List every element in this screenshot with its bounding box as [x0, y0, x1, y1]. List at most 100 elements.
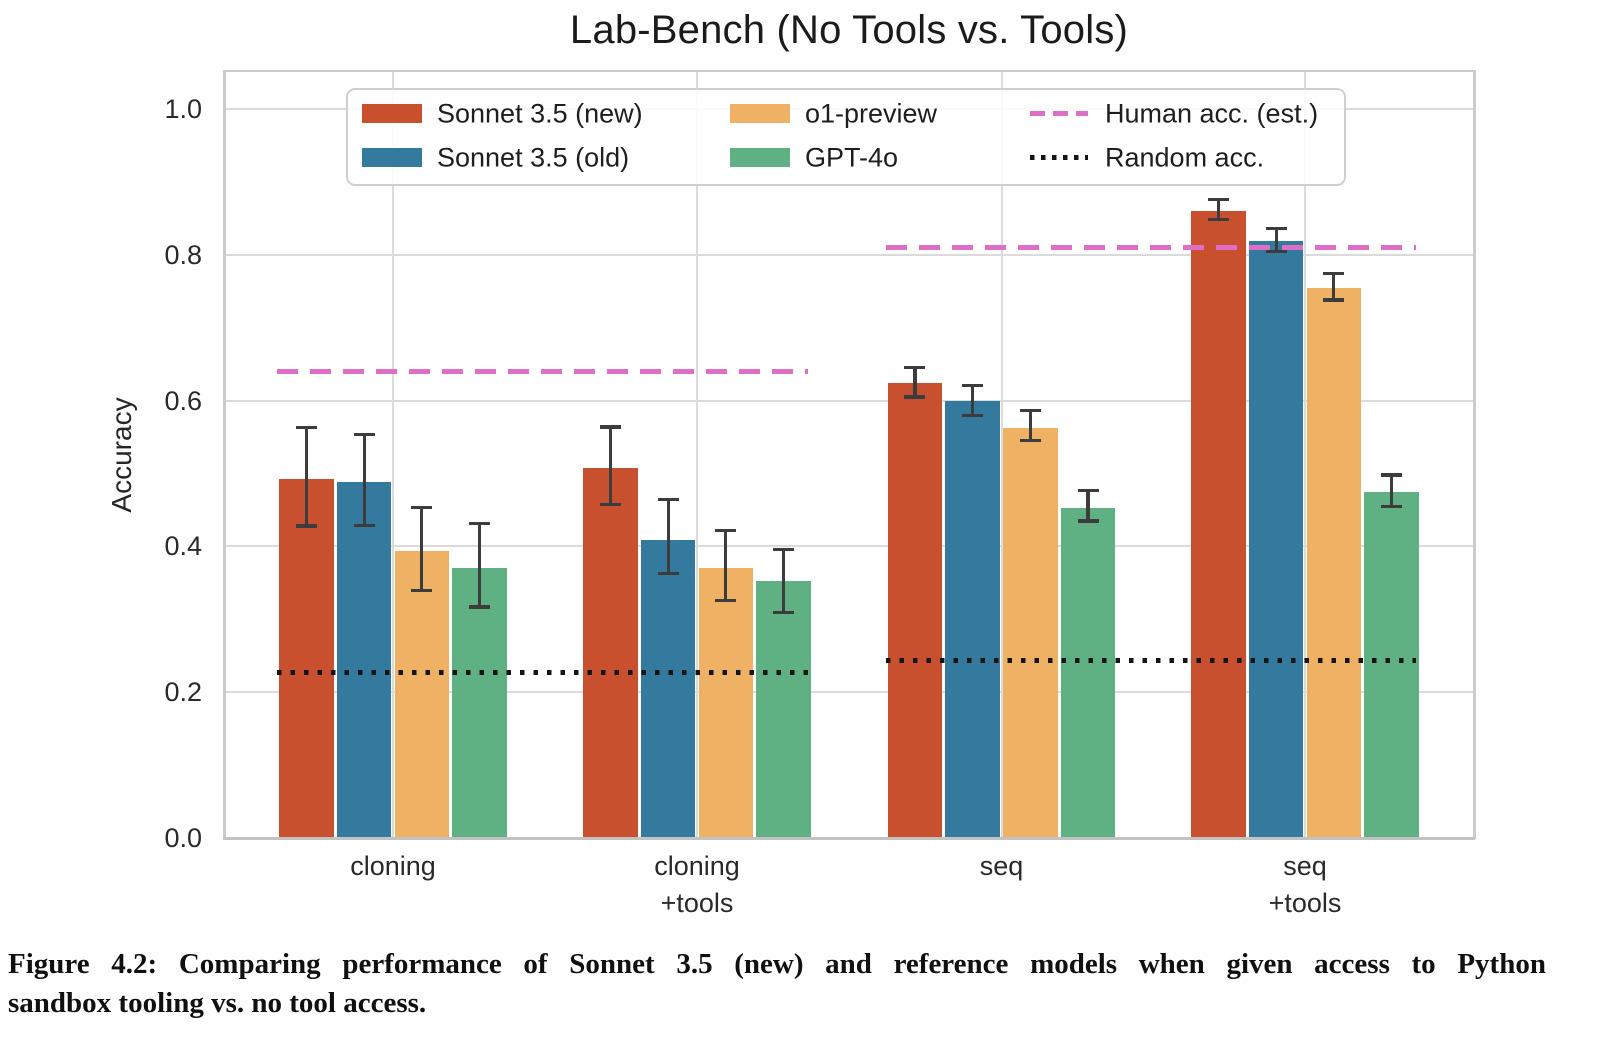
bar-gpt-4o — [756, 581, 811, 838]
reference-line-dotted — [277, 670, 808, 676]
bar-gpt-4o — [452, 567, 507, 838]
caption-word: when — [1138, 948, 1205, 980]
y-tick-label: 0.2 — [164, 677, 202, 708]
gridline-vertical — [392, 71, 394, 838]
error-bar-stem — [666, 499, 670, 574]
error-bar-stem — [362, 434, 366, 526]
legend-label: GPT-4o — [805, 142, 899, 172]
legend-swatch-sonnet-3-5-new- — [362, 104, 422, 123]
error-bar-stem — [420, 507, 424, 591]
bar-sonnet-3-5-new- — [583, 467, 638, 838]
error-bar-cap-top — [469, 521, 491, 525]
error-bar-cap-bottom — [1323, 298, 1345, 302]
gridline-vertical — [696, 71, 698, 838]
error-bar-stem — [1389, 474, 1394, 507]
caption-word: to — [1411, 948, 1436, 980]
error-bar-cap-top — [411, 505, 433, 509]
error-bar-stem — [1332, 273, 1336, 300]
legend-marker-dashed — [1030, 111, 1088, 116]
legend-swatch-gpt-4o — [730, 148, 790, 167]
bar-gpt-4o — [1060, 507, 1116, 838]
error-bar-stem — [1216, 199, 1221, 220]
x-tick-label: cloning — [350, 851, 436, 881]
error-bar-cap-bottom — [773, 610, 795, 614]
y-tick-label: 0.4 — [164, 531, 202, 562]
y-tick-label: 1.0 — [164, 94, 202, 124]
caption-word: (new) — [734, 948, 804, 980]
error-bar-cap-bottom — [657, 571, 679, 576]
caption-word: models — [1030, 948, 1118, 980]
y-tick-label: 0.8 — [164, 239, 202, 270]
bar-sonnet-3-5-new- — [1191, 211, 1246, 838]
error-bar-stem — [608, 426, 613, 505]
error-bar-cap-top — [1019, 409, 1041, 413]
legend-swatch-o1-preview — [730, 104, 790, 123]
bar-sonnet-3-5-old- — [336, 482, 392, 838]
error-bar-cap-top — [599, 425, 621, 429]
legend-swatch-sonnet-3-5-old- — [362, 148, 422, 167]
gridline-horizontal — [224, 545, 1474, 548]
error-bar-cap-top — [657, 498, 679, 502]
legend-marker-dotted — [1030, 155, 1088, 160]
error-bar-cap-bottom — [1265, 249, 1287, 253]
error-bar-cap-bottom — [904, 395, 926, 399]
plot-spine-top — [224, 70, 1474, 72]
caption-word: 4.2: — [111, 948, 158, 980]
error-bar-stem — [913, 367, 917, 397]
error-bar-cap-top — [1323, 272, 1345, 276]
error-bar-cap-top — [773, 547, 795, 551]
bar-sonnet-3-5-new- — [279, 478, 334, 838]
caption-word: Sonnet — [569, 948, 655, 980]
bar-sonnet-3-5-old- — [945, 401, 1000, 838]
bar-o1-preview — [394, 550, 450, 838]
error-bar-stem — [724, 530, 728, 601]
gridline-horizontal — [224, 253, 1474, 256]
reference-line-dashed — [277, 368, 808, 374]
error-bar-stem — [781, 549, 786, 612]
caption-word: Figure — [8, 948, 90, 980]
caption-word: performance — [342, 948, 502, 980]
caption-word: 3.5 — [676, 948, 713, 980]
plot-spine-bottom — [223, 837, 1475, 840]
error-bar-cap-top — [295, 426, 317, 430]
legend-label: Human acc. (est.) — [1105, 98, 1319, 128]
error-bar-cap-bottom — [353, 523, 375, 527]
chart-legend — [346, 88, 1346, 186]
gridline-horizontal — [224, 691, 1474, 694]
reference-line-dashed — [885, 245, 1416, 250]
caption-word: given — [1226, 948, 1293, 980]
error-bar-cap-bottom — [411, 588, 433, 592]
legend-label: Sonnet 3.5 (old) — [437, 142, 630, 172]
error-bar-cap-bottom — [1077, 519, 1099, 523]
reference-line-dotted — [885, 658, 1416, 664]
caption-word: Python — [1457, 948, 1546, 980]
gridline-vertical — [1304, 71, 1306, 838]
error-bar-cap-top — [715, 528, 737, 533]
gridline-horizontal — [224, 399, 1474, 402]
error-bar-cap-bottom — [1381, 504, 1403, 508]
y-tick-label: 0.0 — [164, 823, 202, 853]
legend-label: o1-preview — [805, 98, 938, 128]
error-bar-cap-bottom — [1207, 217, 1229, 221]
bar-sonnet-3-5-old- — [1248, 240, 1304, 838]
error-bar-cap-bottom — [1019, 439, 1041, 443]
error-bar-cap-bottom — [599, 502, 621, 506]
error-bar-stem — [1274, 228, 1278, 252]
error-bar-cap-top — [353, 432, 375, 436]
caption-line-1: Figure 4.2: Comparing performance of Sonnet 3.… — [8, 948, 1546, 981]
legend-label: Random acc. — [1105, 142, 1265, 172]
error-bar-cap-top — [904, 365, 926, 369]
error-bar-cap-bottom — [715, 598, 737, 603]
legend-label: Sonnet 3.5 (new) — [437, 98, 643, 128]
bar-sonnet-3-5-old- — [640, 539, 696, 838]
bar-o1-preview — [1003, 428, 1058, 838]
gridline-vertical — [1000, 71, 1003, 838]
x-tick-label: seq — [979, 851, 1024, 881]
bar-gpt-4o — [1364, 491, 1419, 838]
caption-word: Comparing — [178, 948, 321, 980]
bar-sonnet-3-5-new- — [887, 383, 943, 838]
x-tick-label: cloning +tools — [654, 851, 740, 918]
x-tick-label: seq +tools — [1268, 851, 1342, 918]
y-tick-label: 0.6 — [164, 385, 202, 416]
